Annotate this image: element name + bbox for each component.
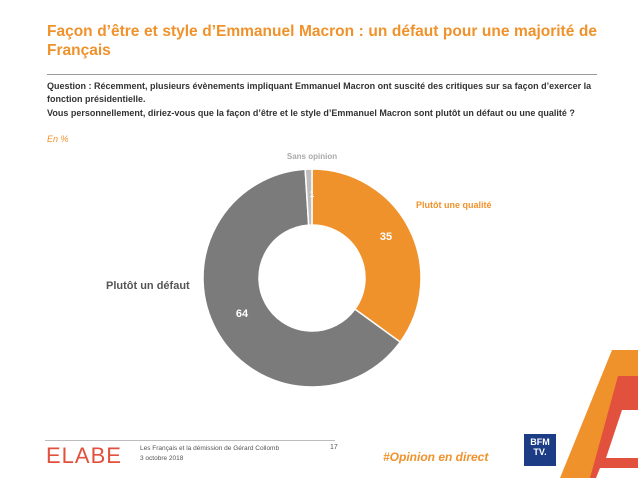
elabe-logo: ELABE	[46, 443, 122, 468]
page-title: Façon d’être et style d’Emmanuel Macron …	[47, 23, 597, 59]
title-divider	[47, 74, 597, 75]
question-block: Question : Récemment, plusieurs évènemen…	[47, 80, 597, 120]
hashtag: #Opinion en direct	[383, 450, 489, 464]
footer-divider	[45, 440, 335, 441]
question-text: Question : Récemment, plusieurs évènemen…	[47, 81, 592, 104]
footer-date: 3 octobre 2018	[140, 455, 184, 462]
slice-plutot-une-qualite	[311, 168, 422, 344]
slice-plutot-un-defaut	[202, 168, 402, 388]
bfm-tv-logo: BFM TV.	[524, 434, 556, 466]
value-label-plutot-une-qualite: 35	[380, 231, 392, 243]
decorative-logo-shape	[560, 350, 638, 478]
category-label-plutot-un-defaut: Plutôt un défaut	[106, 280, 190, 292]
category-label-sans-opinion: Sans opinion	[287, 152, 337, 161]
unit-label: En %	[47, 134, 69, 144]
bfm-logo-line1: BFM	[530, 437, 550, 447]
footer-study-info: Les Français et la démission de Gérard C…	[140, 444, 279, 464]
value-label-sans-opinion: 1	[310, 190, 315, 199]
category-label-plutot-une-qualite: Plutôt une qualité	[416, 200, 492, 210]
question-subtext: Vous personnellement, diriez-vous que la…	[47, 108, 575, 118]
page-number: 17	[330, 444, 338, 451]
value-label-plutot-un-defaut: 64	[236, 308, 249, 320]
bfm-logo-line2: TV.	[533, 447, 547, 457]
footer-study-title: Les Français et la démission de Gérard C…	[140, 445, 280, 452]
slice-sans-opinion	[304, 168, 313, 226]
